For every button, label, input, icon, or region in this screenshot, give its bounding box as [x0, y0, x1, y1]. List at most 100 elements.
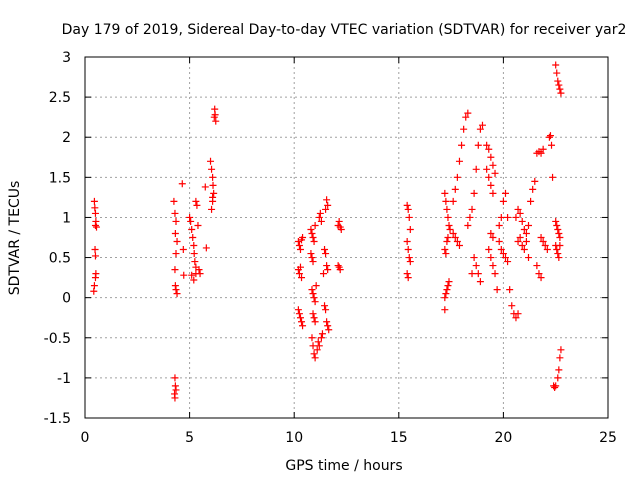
data-point — [299, 322, 307, 330]
data-point — [322, 250, 330, 258]
data-point — [179, 246, 187, 254]
data-point — [555, 229, 563, 237]
data-point — [210, 113, 218, 121]
data-point — [527, 197, 535, 205]
data-point — [470, 254, 478, 262]
data-point — [172, 286, 180, 294]
data-point — [470, 189, 478, 197]
data-point — [449, 197, 457, 205]
data-point — [172, 217, 180, 225]
data-point — [553, 221, 561, 229]
data-point — [545, 133, 553, 141]
data-point — [557, 346, 565, 354]
data-point — [514, 205, 522, 213]
data-point — [171, 390, 179, 398]
data-point — [190, 250, 198, 258]
data-point — [313, 346, 321, 354]
data-point — [307, 225, 315, 233]
data-point — [186, 213, 194, 221]
data-point — [501, 189, 509, 197]
data-point — [441, 306, 449, 314]
data-point — [491, 169, 499, 177]
data-point — [299, 234, 307, 241]
data-point — [210, 189, 218, 197]
data-point — [516, 234, 524, 241]
data-point — [323, 318, 331, 326]
data-point — [464, 109, 472, 117]
data-point — [485, 145, 493, 153]
data-point — [537, 234, 545, 241]
data-point — [491, 270, 499, 278]
data-point — [201, 183, 209, 191]
data-point — [311, 318, 319, 326]
data-point — [180, 271, 188, 279]
data-point — [546, 132, 554, 140]
data-point — [555, 254, 563, 262]
data-point — [458, 141, 466, 149]
data-point — [190, 276, 198, 284]
data-point — [308, 229, 316, 237]
data-point — [195, 266, 203, 274]
data-point — [91, 209, 99, 217]
data-point — [91, 246, 99, 254]
data-point — [309, 342, 317, 350]
data-point — [489, 161, 497, 169]
data-point — [322, 205, 330, 213]
data-point — [317, 217, 325, 225]
data-point — [93, 223, 101, 231]
data-point — [487, 229, 495, 237]
data-point — [539, 145, 547, 153]
data-point — [472, 262, 480, 270]
data-point — [202, 244, 210, 252]
data-point — [529, 185, 537, 193]
data-point — [460, 125, 468, 133]
data-point — [449, 229, 457, 237]
data-point — [309, 290, 317, 298]
data-point — [90, 197, 98, 205]
data-point — [403, 238, 411, 246]
data-point — [522, 238, 530, 246]
data-point — [497, 246, 505, 254]
data-point — [501, 254, 509, 262]
data-point — [444, 282, 452, 290]
data-point — [525, 254, 533, 262]
data-point — [323, 196, 331, 204]
data-point — [508, 302, 516, 310]
data-point — [209, 173, 217, 181]
data-point — [556, 242, 564, 250]
data-point — [298, 274, 306, 282]
data-point — [307, 250, 315, 258]
data-point — [191, 258, 199, 266]
data-point — [476, 278, 484, 286]
data-point — [171, 266, 179, 274]
x-axis-label: GPS time / hours — [285, 458, 402, 474]
data-point — [406, 258, 414, 266]
data-point — [476, 125, 484, 133]
data-point — [308, 286, 316, 294]
data-point — [504, 258, 512, 266]
data-point — [294, 306, 302, 314]
y-axis-label: SDTVAR / TECUs — [7, 181, 23, 296]
data-point — [192, 270, 200, 278]
x-tick-label: 15 — [390, 430, 408, 446]
data-point — [403, 270, 411, 278]
data-point — [478, 121, 486, 129]
data-point — [295, 242, 303, 250]
data-point — [334, 262, 342, 270]
y-tick-label: 1.5 — [49, 170, 71, 186]
data-point — [187, 217, 195, 225]
data-point — [493, 286, 501, 294]
data-point — [554, 77, 562, 85]
y-tick-label: -0.5 — [44, 331, 71, 347]
data-point — [207, 157, 215, 165]
data-point — [556, 354, 564, 362]
data-point — [445, 221, 453, 229]
x-tick-label: 10 — [285, 430, 303, 446]
data-point — [90, 287, 98, 295]
data-point — [296, 246, 304, 254]
data-point — [552, 217, 560, 225]
data-point — [485, 246, 493, 254]
data-point — [310, 314, 318, 322]
data-point — [483, 141, 491, 149]
y-tick-label: 3 — [62, 50, 71, 66]
